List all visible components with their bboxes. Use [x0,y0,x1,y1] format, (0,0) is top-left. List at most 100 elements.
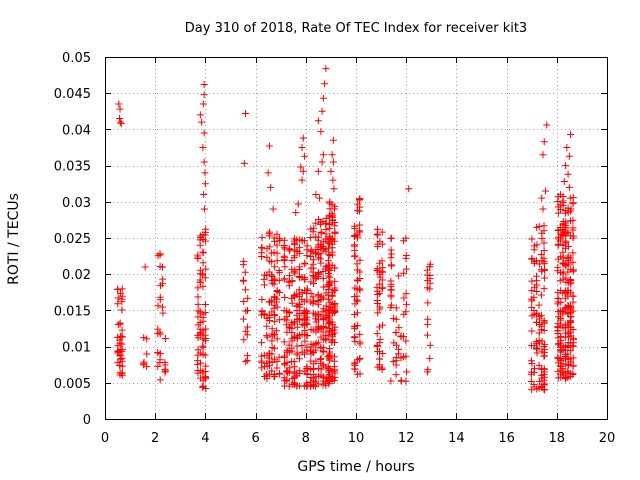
data-point [268,273,276,281]
data-point [201,180,209,188]
data-point [556,362,564,370]
data-point [265,354,273,362]
data-point [567,265,575,273]
data-point [376,339,384,347]
data-point [143,363,151,371]
data-point [376,323,383,331]
data-point [402,308,410,316]
data-point [328,211,336,219]
data-point [314,301,322,309]
data-point [200,158,208,166]
data-point [351,359,359,367]
data-point [539,151,547,159]
data-point [528,386,536,394]
data-point [402,337,410,345]
data-point [319,348,327,356]
data-point [527,370,535,378]
data-point [566,358,574,366]
data-point [116,105,124,113]
data-point [242,286,250,294]
data-point [293,311,301,319]
data-point [326,220,334,228]
x-tick-label: 8 [302,431,310,446]
data-point [258,357,266,365]
data-point [240,336,248,344]
data-point [330,353,338,361]
data-point [569,216,577,224]
data-point [317,218,325,226]
data-point [314,316,322,324]
data-point [528,235,536,243]
data-point [197,359,205,367]
data-point [307,225,315,233]
data-point [540,285,548,293]
data-point [373,230,381,238]
data-point [325,370,333,378]
data-point [293,349,301,357]
data-point [330,185,338,193]
data-point [300,350,308,358]
data-point [290,235,298,243]
data-point [405,185,413,193]
data-point [197,328,205,336]
data-point [307,264,315,272]
data-point [400,269,408,277]
data-point [299,134,307,142]
data-point [201,309,209,317]
data-point [198,118,206,126]
data-point [356,330,364,338]
data-point [331,302,339,310]
data-point [194,313,202,321]
data-point [314,236,322,244]
data-point [397,333,405,341]
x-tick-label: 4 [201,431,209,446]
y-tick-label: 0.045 [54,87,91,102]
data-point [535,329,543,337]
data-point [538,234,546,242]
data-point [557,333,565,341]
data-point [355,196,363,204]
data-point [199,382,207,390]
data-point [353,232,361,240]
data-point [538,365,546,373]
data-point [116,289,124,297]
data-point [281,315,289,323]
data-point [199,343,207,351]
data-point [562,374,570,382]
data-point [260,310,268,318]
data-point [540,239,548,247]
data-point [535,223,543,231]
data-point [312,373,320,381]
data-point [557,347,565,355]
data-point [314,271,322,279]
data-point [141,263,149,271]
data-point [310,256,318,264]
data-point [114,320,122,328]
data-point [564,303,572,311]
data-point [299,167,307,175]
data-point [118,340,126,348]
data-point [533,287,541,295]
data-point [317,365,325,373]
data-point [536,315,544,323]
data-point [194,300,202,308]
data-point [351,300,359,308]
data-point [301,337,309,345]
y-tick-label: 0.05 [62,51,91,66]
data-point [392,328,400,336]
data-point [326,205,334,213]
data-point [376,303,384,311]
data-point [199,342,207,350]
data-point [325,352,333,360]
data-point [351,311,359,319]
data-point [423,331,431,339]
data-point [373,330,381,338]
data-point [322,247,330,255]
data-point [356,286,364,294]
data-point [392,341,400,349]
data-point [285,324,293,332]
chart-title: Day 310 of 2018, Rate Of TEC Index for r… [185,21,527,36]
data-point [202,225,210,233]
data-point [268,344,276,352]
data-point [271,317,279,325]
